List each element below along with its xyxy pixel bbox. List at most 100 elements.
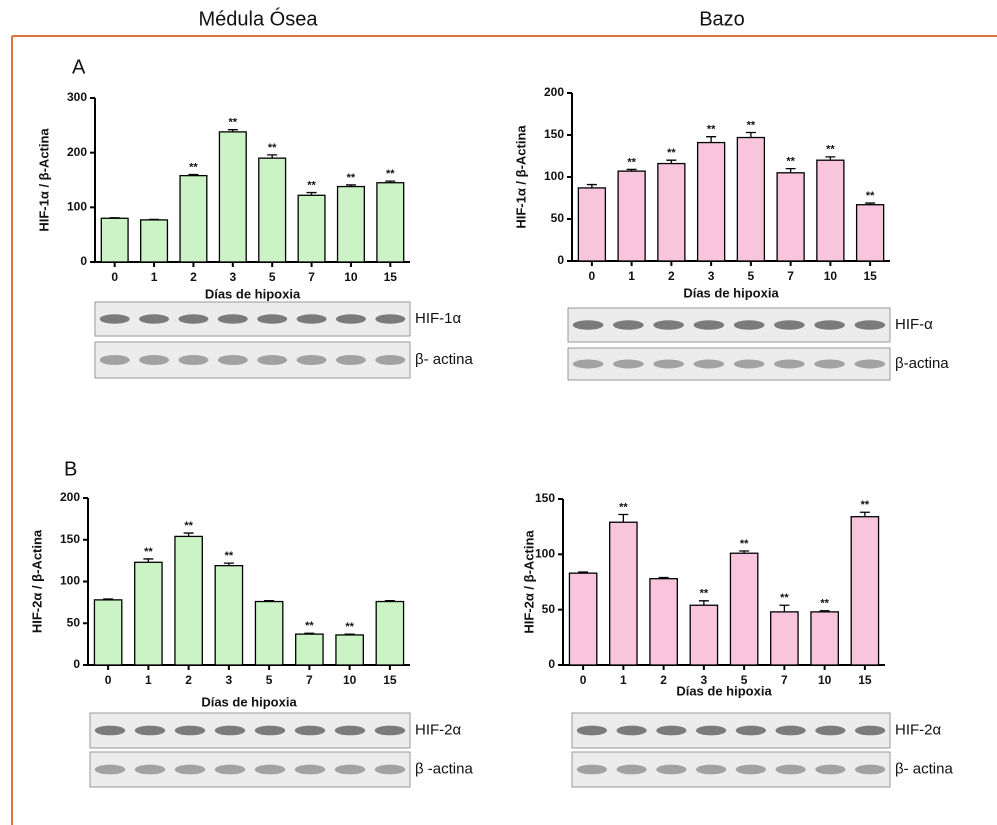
blot-band bbox=[215, 765, 245, 775]
blot-band bbox=[855, 360, 886, 369]
x-tick-label: 5 bbox=[266, 673, 273, 687]
x-tick-label: 0 bbox=[580, 673, 587, 687]
significance-marker: ** bbox=[184, 520, 193, 532]
significance-marker: ** bbox=[627, 156, 636, 168]
blot-band bbox=[694, 360, 725, 369]
blot-band bbox=[577, 765, 607, 775]
blot-label: HIF-2α bbox=[415, 721, 462, 738]
figure: Médula Ósea Bazo A B 0100200300HIF-1α / … bbox=[0, 0, 997, 825]
blot-band bbox=[815, 726, 845, 736]
blot-band bbox=[178, 314, 208, 324]
blot-band bbox=[375, 726, 405, 736]
blot-band bbox=[653, 360, 684, 369]
x-tick-label: 3 bbox=[701, 673, 708, 687]
y-tick-label: 200 bbox=[544, 85, 564, 99]
error-bar bbox=[746, 132, 756, 137]
blot-band bbox=[255, 726, 285, 736]
x-tick-label: 10 bbox=[343, 673, 357, 687]
blot-label: β-actina bbox=[895, 355, 949, 372]
bar bbox=[578, 188, 605, 261]
blot-band bbox=[855, 320, 886, 330]
x-tick-label: 2 bbox=[185, 673, 192, 687]
blot-band bbox=[100, 355, 130, 365]
blot-band bbox=[617, 765, 647, 775]
y-tick-label: 200 bbox=[60, 490, 80, 504]
bar bbox=[737, 138, 764, 261]
column-header: Bazo bbox=[699, 8, 745, 30]
y-tick-label: 0 bbox=[548, 657, 555, 671]
blot-band bbox=[774, 360, 805, 369]
blot-band bbox=[776, 765, 806, 775]
blot-label: HIF-1α bbox=[415, 310, 462, 327]
x-tick-label: 15 bbox=[384, 270, 398, 284]
x-tick-label: 5 bbox=[748, 269, 755, 283]
x-tick-label: 3 bbox=[708, 269, 715, 283]
bar bbox=[336, 635, 363, 665]
significance-marker: ** bbox=[700, 588, 709, 600]
blot-band bbox=[257, 355, 287, 365]
x-tick-label: 1 bbox=[620, 673, 627, 687]
bar bbox=[698, 143, 725, 261]
significance-marker: ** bbox=[826, 144, 835, 156]
bar bbox=[610, 522, 637, 665]
blot-label: HIF-α bbox=[895, 316, 933, 333]
blot-band bbox=[696, 726, 726, 736]
y-tick-label: 50 bbox=[551, 211, 565, 225]
blot-band bbox=[178, 355, 208, 365]
x-tick-label: 7 bbox=[787, 269, 794, 283]
blot-label: β -actina bbox=[415, 760, 473, 777]
y-axis-label: HIF-2α / β-Actina bbox=[521, 530, 536, 634]
blot-band bbox=[734, 320, 765, 330]
blot-band bbox=[653, 320, 684, 330]
bar bbox=[296, 634, 323, 665]
blot-band bbox=[139, 314, 169, 324]
x-tick-label: 1 bbox=[145, 673, 152, 687]
significance-marker: ** bbox=[386, 168, 395, 180]
blot-band bbox=[577, 726, 607, 736]
blot-band bbox=[815, 765, 845, 775]
bar bbox=[259, 158, 286, 262]
blot-band bbox=[255, 765, 285, 775]
significance-marker: ** bbox=[225, 550, 234, 562]
y-axis-label: HIF-1α / β-Actina bbox=[513, 125, 528, 229]
blot-band bbox=[613, 320, 644, 330]
bar bbox=[141, 220, 168, 262]
x-tick-label: 5 bbox=[741, 673, 748, 687]
page: {"columns": ["Médula Ósea", "Bazo"], "pa… bbox=[0, 0, 997, 825]
error-bar bbox=[779, 605, 789, 612]
blot-label: HIF-2α bbox=[895, 721, 942, 738]
y-tick-label: 100 bbox=[60, 574, 80, 588]
blot-band bbox=[218, 355, 248, 365]
bar bbox=[851, 517, 878, 665]
blot-band bbox=[297, 355, 327, 365]
blot-band bbox=[215, 726, 245, 736]
y-tick-label: 100 bbox=[535, 547, 555, 561]
x-tick-label: 10 bbox=[824, 269, 838, 283]
significance-marker: ** bbox=[345, 621, 354, 633]
x-tick-label: 15 bbox=[863, 269, 877, 283]
bar bbox=[338, 187, 365, 262]
blot-band bbox=[656, 765, 686, 775]
x-tick-label: 3 bbox=[226, 673, 233, 687]
blot-band bbox=[335, 726, 365, 736]
error-bar bbox=[860, 512, 870, 516]
blot-label: β- actina bbox=[895, 760, 953, 777]
bar bbox=[817, 160, 844, 261]
blot-band bbox=[95, 765, 125, 775]
column-header: Médula Ósea bbox=[199, 7, 319, 30]
significance-marker: ** bbox=[307, 179, 316, 191]
bar bbox=[180, 176, 207, 262]
x-tick-label: 7 bbox=[308, 270, 315, 284]
significance-marker: ** bbox=[786, 156, 795, 168]
y-tick-label: 100 bbox=[67, 200, 87, 214]
blot-band bbox=[295, 726, 325, 736]
bar bbox=[255, 602, 282, 665]
blot-band bbox=[175, 765, 205, 775]
blot-band bbox=[617, 726, 647, 736]
x-tick-label: 2 bbox=[190, 270, 197, 284]
error-bar bbox=[618, 514, 628, 522]
bar bbox=[857, 205, 884, 261]
x-tick-label: 5 bbox=[269, 270, 276, 284]
blot-band bbox=[774, 320, 805, 330]
y-tick-label: 0 bbox=[80, 254, 87, 268]
